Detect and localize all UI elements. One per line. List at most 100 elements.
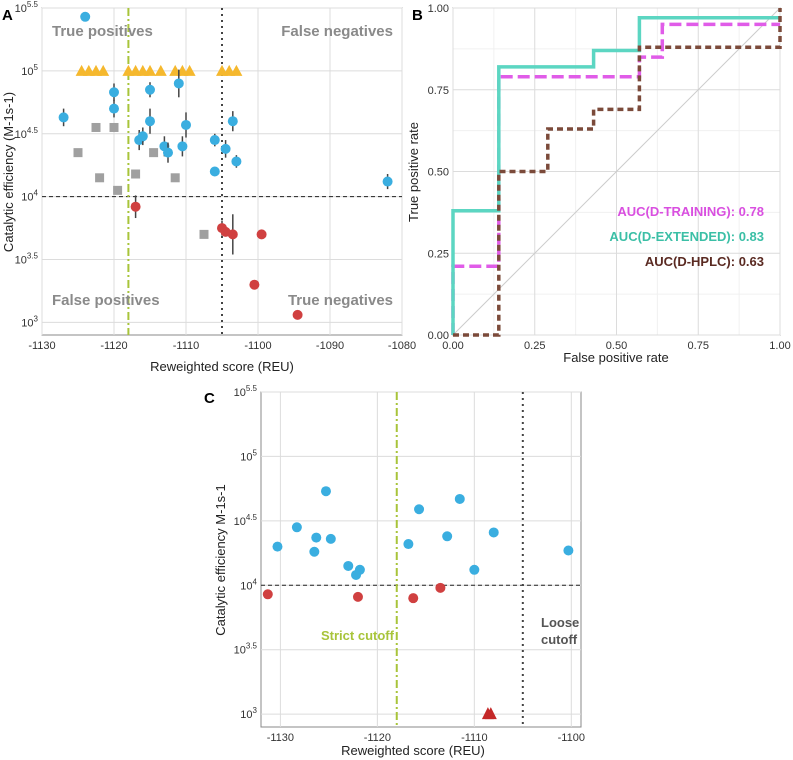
panel-a-red-point [227, 229, 238, 240]
panel-c-triangle-point [484, 707, 497, 720]
panel-b-y-tick-label: 0.00 [428, 330, 449, 342]
panel-b-x-tick-label: 0.50 [606, 340, 627, 352]
panel-b-y-tick-label: 0.25 [428, 248, 449, 260]
panel-a-x-label: Reweighted score (REU) [150, 359, 294, 374]
panel-c-y-tick-label: 103.5 [234, 642, 258, 657]
panel-a-y-tick-label: 103 [21, 314, 38, 329]
panel-a-x-tick-label: -1130 [28, 340, 55, 352]
panel-a-triangle-point [154, 64, 167, 76]
panel-a-marks [58, 11, 393, 320]
panel-a-blue-point [227, 116, 238, 127]
panel-c-grid [261, 391, 581, 727]
panel-c-x-tick-label: -1110 [461, 732, 488, 744]
panel-a-blue-point [177, 141, 188, 152]
panel-a-grey-point [109, 122, 119, 132]
roc-extended-line [451, 16, 780, 335]
panel-a-x-tick-label: -1080 [388, 340, 416, 352]
panel-c-y-tick-label: 104.5 [234, 513, 258, 528]
panel-b-x-label: False positive rate [563, 350, 669, 365]
panel-a-triangle-point [183, 64, 196, 76]
panel-a-blue-point [109, 103, 119, 114]
panel-a-y-label: Catalytic efficiency (M-1s-1) [1, 92, 16, 252]
panel-a-y-tick-label: 105 [21, 63, 38, 78]
panel-b-ticks: 0.000.00 0.25 0.25 0.50 0.50 0.75 0.75 1.00 1.00 [428, 3, 791, 352]
panel-c-red-point [435, 582, 446, 593]
panel-c-plot-area [260, 391, 582, 728]
panel-a-x-tick-label: -1110 [173, 340, 200, 352]
panel-a-y-tick-label: 105.5 [15, 0, 39, 15]
panel-b: B 0.000.00 0.25 0.25 0.50 0.50 0.75 0.75 1.00 1.… [406, 3, 791, 365]
panel-a-blue-point [137, 131, 148, 142]
panel-c-blue-point [354, 564, 365, 575]
panel-c-blue-point [563, 545, 574, 556]
auc-extended-label: AUC(D-EXTENDED): 0.83 [609, 229, 764, 244]
panel-b-y-tick-label: 0.50 [428, 167, 449, 179]
panel-a-y-tick-label: 104 [21, 189, 38, 204]
loose-cutoff-label-line2: cutoff [541, 632, 578, 647]
panel-c-ticks: -1130 -1120 -1110 -1100 103 103.5 104 104.5 105 1… [234, 384, 585, 744]
panel-c-red-point [352, 591, 363, 602]
panel-a-blue-point [209, 166, 220, 177]
panel-c-y-label: Catalytic efficiency M-1s-1 [213, 484, 228, 635]
panel-a-grey-point [95, 173, 105, 183]
panel-a-grey-point [73, 148, 83, 158]
panel-c-blue-point [311, 532, 322, 543]
panel-a-blue-point [209, 135, 220, 146]
panel-c: C -1130 -1120 -1110 -1100 103 103.5 104 104.5 10… [204, 384, 585, 758]
panel-c-letter: C [204, 390, 215, 407]
panel-c-blue-point [320, 486, 331, 497]
panel-a-y-tick-label: 103.5 [15, 252, 39, 267]
panel-c-x-tick-label: -1130 [267, 732, 294, 744]
panel-a-triangle-point [144, 64, 156, 76]
loose-cutoff-label-line1: Loose [541, 615, 579, 630]
panel-c-blue-point [469, 564, 480, 575]
panel-a-blue-point [145, 84, 155, 95]
panel-b-y-label: True positive rate [406, 122, 421, 222]
panel-a-grey-point [131, 169, 141, 179]
quadrant-false-negatives: False negatives [281, 23, 393, 40]
panel-a-blue-point [382, 176, 393, 187]
panel-a-x-tick-label: -1120 [100, 340, 127, 352]
panel-a-blue-point [181, 119, 191, 130]
panel-a-red-point [130, 201, 141, 212]
panel-a-y-tick-label: 104.5 [15, 126, 39, 141]
panel-a-letter: A [2, 7, 13, 24]
panel-a-blue-point [163, 147, 173, 158]
panel-b-y-tick-label: 0.75 [428, 85, 449, 97]
panel-b-y-tick-label: 1.00 [428, 3, 449, 15]
auc-hplc-label: AUC(D-HPLC): 0.63 [645, 254, 764, 269]
panel-a-x-tick-label: -1100 [244, 340, 271, 352]
panel-a-blue-point [109, 87, 119, 98]
panel-c-red-point [262, 589, 273, 600]
panel-b-x-tick-label: 1.00 [769, 340, 790, 352]
panel-a-blue-point [58, 112, 69, 123]
panel-c-x-tick-label: -1120 [364, 732, 391, 744]
panel-c-y-tick-label: 105.5 [234, 384, 258, 399]
panel-b-letter: B [412, 7, 423, 24]
panel-a-blue-point [231, 156, 242, 167]
panel-c-blue-point [325, 533, 336, 544]
panel-a-ticks: -1130 -1120 -1110 -1100 -1090 -1080 103 103.5 10… [15, 0, 416, 352]
strict-cutoff-label: Strict cutoff [321, 628, 395, 643]
panel-b-diagonal [452, 7, 781, 336]
panel-a-red-point [256, 229, 267, 240]
quadrant-true-positives: True positives [52, 23, 153, 40]
panel-c-blue-point [309, 546, 320, 557]
panel-a: A -1130 -1120 -1110 -1100 -1090 -1080 103 103.5… [1, 0, 416, 374]
panel-a-grey-point [91, 122, 101, 132]
panel-c-red-point [408, 593, 419, 604]
panel-b-series [451, 8, 782, 337]
panel-c-blue-point [403, 539, 414, 550]
panel-a-blue-point [220, 143, 231, 154]
panel-c-y-tick-label: 105 [240, 448, 257, 463]
panel-c-blue-point [343, 560, 354, 571]
panel-a-triangle-point [97, 64, 110, 76]
panel-c-reference-lines [261, 392, 581, 727]
panel-c-blue-point [442, 531, 453, 542]
panel-b-x-tick-label: 0.75 [688, 340, 709, 352]
panel-a-grey-point [199, 229, 209, 239]
panel-a-red-point [249, 279, 260, 290]
panel-c-y-tick-label: 103 [240, 706, 257, 721]
panel-a-reference-lines [42, 8, 402, 335]
